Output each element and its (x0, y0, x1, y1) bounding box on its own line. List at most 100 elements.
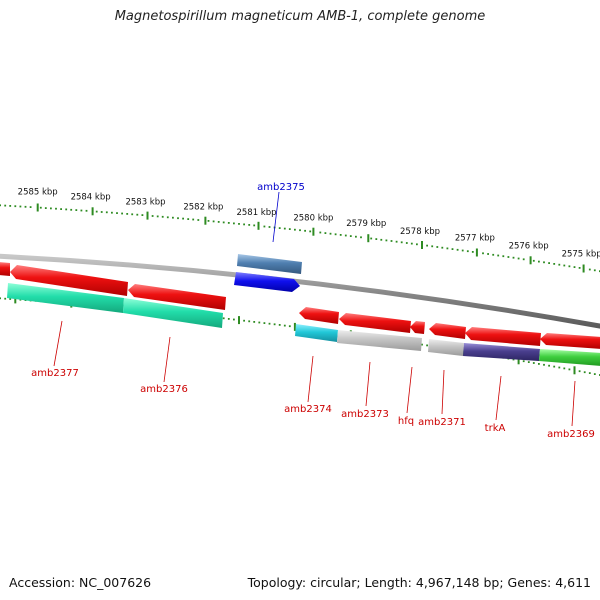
ruler-minor-tick (227, 222, 230, 224)
ruler-minor-tick (400, 241, 403, 244)
accession-text: Accession: NC_007626 (9, 575, 152, 590)
ruler-minor-tick (121, 212, 123, 215)
gene-arrow-amb2375[interactable] (234, 272, 300, 292)
ruler-minor-tick (497, 254, 500, 257)
ruler-minor-tick (161, 215, 164, 218)
inner-ruler-minor-tick (283, 324, 286, 327)
ruler-minor-tick (410, 242, 413, 245)
scale-tick-label: 2583 kbp (125, 198, 165, 208)
gene-arrow-red-3[interactable] (299, 307, 339, 324)
ruler-minor-tick (380, 238, 383, 241)
gene-label-trkA-group: trkA (485, 375, 506, 434)
ruler-minor-tick (299, 229, 301, 232)
ruler-minor-tick (466, 250, 469, 253)
ruler-minor-tick (416, 243, 418, 246)
ruler-minor-tick (177, 217, 179, 220)
gene-label-amb2369-group: amb2369 (547, 380, 595, 440)
gene-label-amb2375[interactable]: amb2375 (257, 182, 305, 193)
gene-arrow-red-2[interactable] (128, 284, 226, 310)
outer-scale-ruler (0, 203, 600, 273)
gene-arrow-amb2375-upper[interactable] (237, 254, 302, 274)
gene-label-hfq[interactable]: hfq (398, 416, 414, 427)
gene-arrow-red-left-stub[interactable] (0, 262, 10, 276)
ruler-minor-tick (80, 209, 83, 212)
inner-ruler-minor-tick (527, 361, 530, 363)
inner-ruler-minor-tick (233, 318, 235, 321)
ruler-minor-tick (578, 267, 581, 269)
ruler-minor-tick (563, 264, 566, 267)
ruler-minor-tick (588, 268, 591, 271)
gene-label-amb2375-group: amb2375 (257, 182, 305, 243)
gene-arrow-red-1[interactable] (10, 265, 128, 296)
gene-block-amb2374[interactable] (295, 324, 338, 342)
inner-ruler-minor-tick (0, 297, 1, 300)
ruler-minor-tick (217, 221, 220, 223)
ruler-minor-tick (553, 263, 556, 265)
ruler-minor-tick (116, 212, 118, 214)
ruler-minor-tick (141, 214, 144, 216)
ruler-minor-tick (360, 236, 362, 239)
gene-features (0, 254, 600, 366)
gene-block-amb2369[interactable] (539, 349, 600, 366)
ruler-minor-tick (568, 265, 571, 268)
ruler-minor-tick (512, 256, 515, 259)
gene-block-amb2377[interactable] (7, 283, 124, 313)
gene-arrow-red-6[interactable] (429, 323, 466, 339)
inner-ruler-minor-tick (558, 366, 561, 369)
gene-label-trkA[interactable]: trkA (485, 423, 506, 434)
ruler-minor-tick (263, 225, 266, 228)
ruler-minor-tick (288, 228, 291, 230)
ruler-minor-tick (324, 232, 327, 234)
gene-arrow-red-7[interactable] (465, 327, 541, 346)
gene-label-amb2373-group: amb2373 (341, 361, 389, 420)
inner-ruler-minor-tick (227, 318, 230, 320)
ruler-minor-tick (131, 213, 134, 216)
ruler-minor-tick (431, 245, 434, 248)
inner-ruler-minor-tick (248, 320, 251, 323)
ruler-minor-tick (482, 252, 484, 255)
ruler-minor-tick (543, 261, 545, 264)
ruler-minor-tick (126, 213, 129, 215)
gene-label-hfq-group: hfq (398, 366, 414, 427)
gene-label-amb2371[interactable]: amb2371 (418, 417, 466, 428)
ruler-minor-tick (268, 226, 271, 228)
ruler-minor-tick (197, 219, 200, 221)
ruler-minor-tick (517, 257, 520, 260)
inner-ruler-minor-tick (222, 317, 225, 320)
ruler-minor-tick (507, 256, 510, 258)
gene-block-amb2376[interactable] (123, 298, 223, 328)
gene-arrow-red-4[interactable] (339, 313, 411, 333)
inner-ruler-minor-tick (263, 322, 266, 324)
inner-ruler-minor-tick (588, 372, 591, 374)
inner-ruler-minor-tick (258, 321, 261, 324)
ruler-minor-tick (111, 211, 113, 214)
ruler-minor-tick (390, 240, 393, 242)
gene-label-amb2376[interactable]: amb2376 (140, 384, 188, 395)
gene-block-trkA[interactable] (463, 343, 540, 361)
ruler-minor-tick (55, 207, 57, 210)
ruler-minor-tick (172, 216, 174, 219)
ruler-minor-tick (14, 205, 17, 208)
ruler-minor-tick (207, 220, 210, 222)
gene-arrow-red-8[interactable] (540, 333, 600, 349)
gene-label-amb2377[interactable]: amb2377 (31, 368, 79, 379)
ruler-minor-tick (65, 208, 68, 211)
ruler-minor-tick (487, 253, 489, 255)
ruler-minor-tick (558, 263, 561, 266)
ruler-minor-tick (375, 238, 378, 240)
gene-label-amb2374-group: amb2374 (284, 355, 332, 415)
gene-arrow-red-5[interactable] (410, 321, 425, 334)
inner-ruler-minor-tick (593, 373, 596, 375)
ruler-minor-tick (441, 246, 444, 249)
gene-label-amb2374[interactable]: amb2374 (284, 404, 332, 415)
scale-tick-label: 2575 kbp (562, 250, 600, 260)
inner-ruler-minor-tick (538, 363, 540, 365)
ruler-minor-tick (233, 222, 235, 225)
gene-block-hfq-amb2371[interactable] (428, 339, 464, 356)
ruler-minor-tick (538, 260, 540, 263)
gene-block-amb2373[interactable] (337, 330, 422, 351)
gene-label-amb2373[interactable]: amb2373 (341, 409, 389, 420)
genome-title: Magnetospirillum magneticum AMB-1, compl… (114, 9, 486, 24)
gene-label-amb2369[interactable]: amb2369 (547, 429, 595, 440)
